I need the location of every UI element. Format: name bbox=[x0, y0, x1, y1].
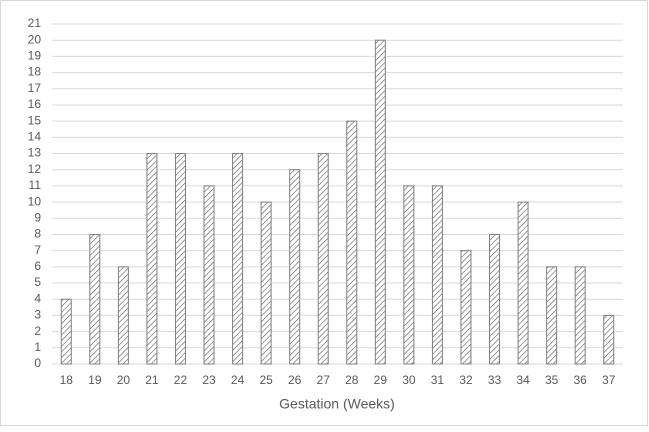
bar bbox=[289, 169, 301, 365]
bar bbox=[203, 185, 215, 365]
y-tick-label: 9 bbox=[34, 210, 41, 224]
y-tick-label: 19 bbox=[28, 49, 42, 63]
y-tick-label: 4 bbox=[34, 291, 41, 305]
bar bbox=[117, 266, 129, 365]
y-tick-label: 16 bbox=[28, 97, 42, 111]
x-tick-label: 27 bbox=[317, 373, 331, 387]
y-tick-label: 21 bbox=[28, 16, 42, 30]
y-tick-label: 0 bbox=[34, 356, 41, 370]
bar bbox=[489, 233, 501, 365]
x-tick-label: 30 bbox=[402, 373, 416, 387]
x-tick-label: 35 bbox=[545, 373, 559, 387]
y-tick-label: 8 bbox=[34, 227, 41, 241]
x-tick-label: 25 bbox=[259, 373, 273, 387]
x-tick-label: 36 bbox=[573, 373, 587, 387]
bar bbox=[60, 298, 72, 365]
x-tick-label: 18 bbox=[60, 373, 74, 387]
bar bbox=[574, 266, 586, 365]
x-tick-label: 24 bbox=[231, 373, 245, 387]
bar bbox=[317, 153, 329, 365]
y-tick-label: 18 bbox=[28, 65, 42, 79]
y-tick-label: 1 bbox=[34, 340, 41, 354]
bar bbox=[89, 233, 101, 365]
x-tick-label: 33 bbox=[488, 373, 502, 387]
y-tick-label: 11 bbox=[29, 178, 42, 192]
x-tick-label: 28 bbox=[345, 373, 359, 387]
y-tick-label: 5 bbox=[34, 275, 41, 289]
bar bbox=[603, 314, 615, 365]
bar bbox=[232, 153, 244, 365]
bar bbox=[146, 153, 158, 365]
y-tick-label: 7 bbox=[34, 243, 41, 257]
bar bbox=[260, 201, 272, 365]
y-tick-label: 2 bbox=[34, 324, 41, 338]
x-tick-label: 22 bbox=[174, 373, 188, 387]
bar bbox=[174, 153, 186, 365]
y-tick-label: 20 bbox=[28, 32, 42, 46]
bar bbox=[346, 120, 358, 365]
x-tick-label: 32 bbox=[459, 373, 473, 387]
x-tick-label: 37 bbox=[602, 373, 616, 387]
x-tick-label: 21 bbox=[145, 373, 159, 387]
y-tick-label: 3 bbox=[34, 308, 41, 322]
bar bbox=[374, 39, 386, 365]
x-tick-label: 26 bbox=[288, 373, 302, 387]
y-tick-label: 6 bbox=[34, 259, 41, 273]
y-tick-label: 17 bbox=[28, 81, 42, 95]
x-tick-label: 31 bbox=[431, 373, 445, 387]
bar bbox=[517, 201, 529, 365]
x-axis-title: Gestation (Weeks) bbox=[279, 396, 395, 412]
y-tick-label: 13 bbox=[28, 146, 42, 160]
x-tick-label: 19 bbox=[88, 373, 102, 387]
bar bbox=[403, 185, 415, 365]
x-tick-label: 34 bbox=[516, 373, 530, 387]
bar bbox=[546, 266, 558, 365]
x-tick-label: 29 bbox=[374, 373, 388, 387]
y-tick-label: 10 bbox=[28, 194, 42, 208]
bar bbox=[431, 185, 443, 365]
y-tick-label: 12 bbox=[28, 162, 42, 176]
x-tick-label: 23 bbox=[202, 373, 216, 387]
x-tick-label: 20 bbox=[117, 373, 131, 387]
y-tick-label: 15 bbox=[28, 113, 42, 127]
y-tick-label: 14 bbox=[28, 130, 42, 144]
bar bbox=[460, 250, 472, 365]
